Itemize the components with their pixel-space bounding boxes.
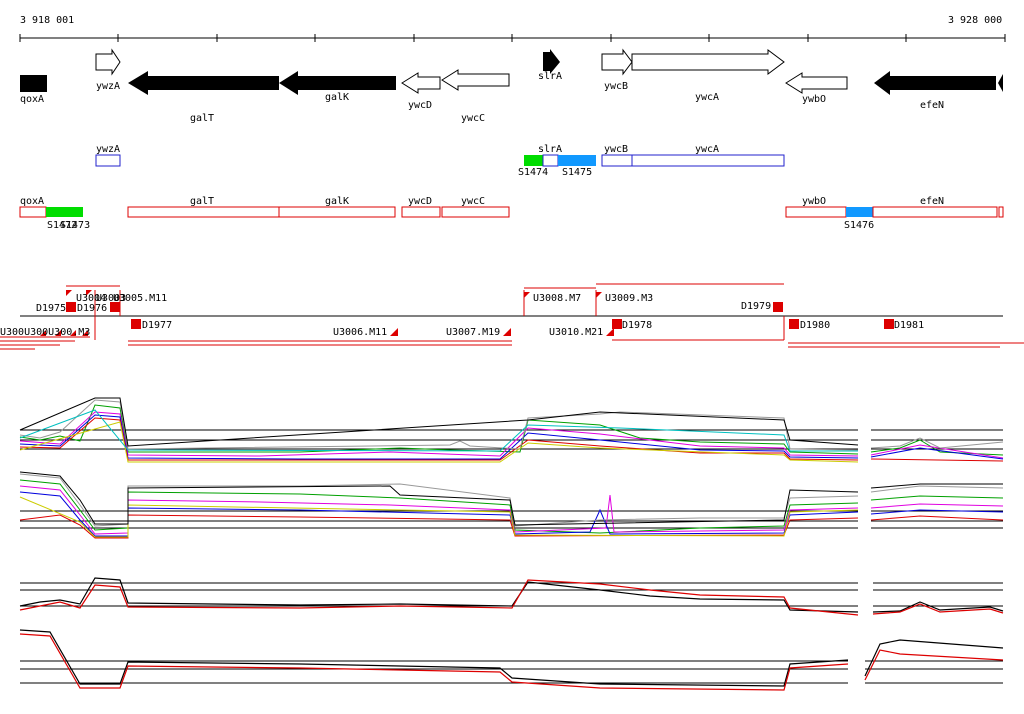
gene-ywbO[interactable] <box>785 72 848 94</box>
annot-galT[interactable] <box>127 206 280 218</box>
feature-U3010-M21[interactable]: U3010.M21 <box>549 327 603 338</box>
segment-label-slrA: slrA <box>538 144 562 155</box>
gene-slrA[interactable] <box>543 49 560 74</box>
gene-ywzA[interactable] <box>95 48 121 76</box>
gene-label-ywzA: ywzA <box>96 81 120 92</box>
segment-label-ywzA: ywzA <box>96 144 120 155</box>
annot-ywcD[interactable] <box>401 206 441 218</box>
segment-S1475[interactable] <box>558 155 596 166</box>
annot-galK[interactable] <box>278 206 396 218</box>
feature-D1977[interactable]: D1977 <box>142 320 172 331</box>
feature-left-cluster[interactable]: U300U300U300.M3 <box>0 327 90 338</box>
segment-label-S1474: S1474 <box>518 167 548 178</box>
annot-efeN[interactable] <box>872 206 998 218</box>
gene-label-efeN: efeN <box>920 100 944 111</box>
gene-label-ywcC: ywcC <box>461 113 485 124</box>
annot-S1472[interactable] <box>46 207 83 217</box>
gene-galT[interactable] <box>128 71 279 95</box>
gene-label-ywbO: ywbO <box>802 94 826 105</box>
gene-ywcB[interactable] <box>601 48 633 76</box>
feature-U3007-M19[interactable]: U3007.M19 <box>446 327 500 338</box>
gene-label-ywcA: ywcA <box>695 92 719 103</box>
annot-label-ywbO: ywbO <box>802 196 826 207</box>
annot-label-ywcC: ywcC <box>461 196 485 207</box>
annot-label-galT: galT <box>190 196 214 207</box>
annot-ywcC[interactable] <box>441 206 510 218</box>
feature-D1981[interactable]: D1981 <box>894 320 924 331</box>
gene-ywcA[interactable] <box>631 49 785 75</box>
segment-label-ywcA: ywcA <box>695 144 719 155</box>
expression-panel-1 <box>19 397 1004 463</box>
feature-D1980[interactable]: D1980 <box>800 320 830 331</box>
gene-track: qoxA ywzA galT galK ywcD ywcC slrA ywcB … <box>20 48 1003 124</box>
expression-panel-2 <box>19 471 1004 539</box>
gene-label-ywcD: ywcD <box>408 100 432 111</box>
segment-ywzA[interactable] <box>95 154 121 167</box>
segment-S1474[interactable] <box>524 155 543 166</box>
annotation-track: qoxA S1472 S1473 galT galK ywcD ywcC ywb… <box>19 196 1004 231</box>
expression-panel-4 <box>19 629 1004 691</box>
feature-track: D1975 D1976 U3004 U3003 U3005.M11 U300U3… <box>0 283 1024 350</box>
feature-U3003[interactable]: U3003 <box>96 293 126 304</box>
gene-label-galK: galK <box>325 92 349 103</box>
feature-D1979[interactable]: D1979 <box>741 301 771 312</box>
gene-label-slrA: slrA <box>538 71 562 82</box>
gene-label-galT: galT <box>190 113 214 124</box>
feature-D1975[interactable]: D1975 <box>36 303 66 314</box>
feature-U3008-M7[interactable]: U3008.M7 <box>533 293 581 304</box>
annot-qoxA[interactable] <box>19 206 47 218</box>
expression-panel-3 <box>19 577 1004 616</box>
gene-label-ywcB: ywcB <box>604 81 628 92</box>
annot-label-S1473: S1473 <box>60 220 90 231</box>
gene-ywcC[interactable] <box>441 69 510 91</box>
gene-label-qoxA: qoxA <box>20 94 44 105</box>
annot-label-ywcD: ywcD <box>408 196 432 207</box>
segment-track: ywzA slrA S1474 S1475 ywcB ywcA <box>95 144 785 178</box>
segment-label-S1475: S1475 <box>562 167 592 178</box>
gene-galK[interactable] <box>279 71 396 95</box>
annot-label-S1472: S1472 <box>47 220 77 231</box>
annot-label-qoxA: qoxA <box>20 196 44 207</box>
feature-U3004[interactable]: U3004 <box>76 293 106 304</box>
segment-label-ywcB: ywcB <box>604 144 628 155</box>
annot-label-efeN: efeN <box>920 196 944 207</box>
annot-S1476[interactable] <box>846 207 873 217</box>
annot-label-galK: galK <box>325 196 349 207</box>
feature-D1978[interactable]: D1978 <box>622 320 652 331</box>
gene-ywcD[interactable] <box>401 72 441 94</box>
gene-qoxA[interactable] <box>20 75 47 92</box>
feature-D1976[interactable]: D1976 <box>77 303 107 314</box>
coordinate-ruler: 3 918 001 3 928 000 <box>19 15 1006 42</box>
annot-label-S1476: S1476 <box>844 220 874 231</box>
gene-efeN[interactable] <box>874 71 996 95</box>
feature-U3005-M11[interactable]: U3005.M11 <box>113 293 167 304</box>
segment-ywcB[interactable] <box>601 154 633 167</box>
feature-U3006-M11[interactable]: U3006.M11 <box>333 327 387 338</box>
segment-ywcA[interactable] <box>631 154 785 167</box>
feature-U3009-M3[interactable]: U3009.M3 <box>605 293 653 304</box>
annot-ywbO[interactable] <box>785 206 847 218</box>
ruler-end-label: 3 928 000 <box>948 15 1002 26</box>
ruler-start-label: 3 918 001 <box>20 15 74 26</box>
